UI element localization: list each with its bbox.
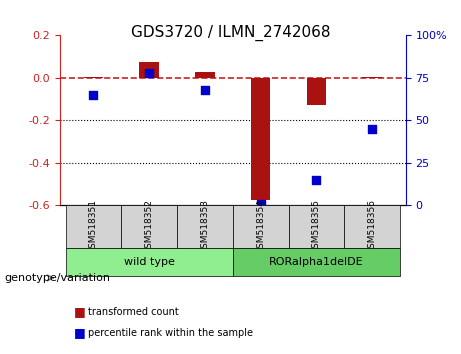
Text: transformed count: transformed count (88, 307, 178, 316)
Text: percentile rank within the sample: percentile rank within the sample (88, 328, 253, 338)
Text: GSM518353: GSM518353 (201, 199, 209, 254)
Text: GDS3720 / ILMN_2742068: GDS3720 / ILMN_2742068 (131, 25, 330, 41)
Bar (307, 78, 326, 105)
Point (368, 126, 376, 132)
FancyBboxPatch shape (65, 205, 121, 248)
FancyBboxPatch shape (177, 205, 233, 248)
FancyBboxPatch shape (233, 248, 400, 276)
Text: GSM518351: GSM518351 (89, 199, 98, 254)
Point (146, 70, 153, 76)
FancyBboxPatch shape (233, 205, 289, 248)
Text: GSM518352: GSM518352 (145, 199, 154, 254)
FancyBboxPatch shape (65, 248, 233, 276)
FancyBboxPatch shape (344, 205, 400, 248)
Point (257, 201, 264, 206)
Text: ■: ■ (74, 326, 85, 339)
Bar (362, 77, 382, 78)
Text: ■: ■ (74, 305, 85, 318)
Bar (251, 78, 271, 200)
Text: wild type: wild type (124, 257, 175, 267)
Text: GSM518355: GSM518355 (312, 199, 321, 254)
Point (313, 177, 320, 183)
Text: RORalpha1delDE: RORalpha1delDE (269, 257, 364, 267)
Bar (139, 62, 159, 78)
Text: GSM518354: GSM518354 (256, 199, 265, 254)
Text: genotype/variation: genotype/variation (5, 273, 111, 283)
Point (201, 87, 209, 93)
Point (90, 92, 97, 98)
FancyBboxPatch shape (289, 205, 344, 248)
Bar (195, 72, 215, 78)
Text: GSM518356: GSM518356 (368, 199, 377, 254)
Bar (83, 77, 103, 78)
FancyBboxPatch shape (121, 205, 177, 248)
